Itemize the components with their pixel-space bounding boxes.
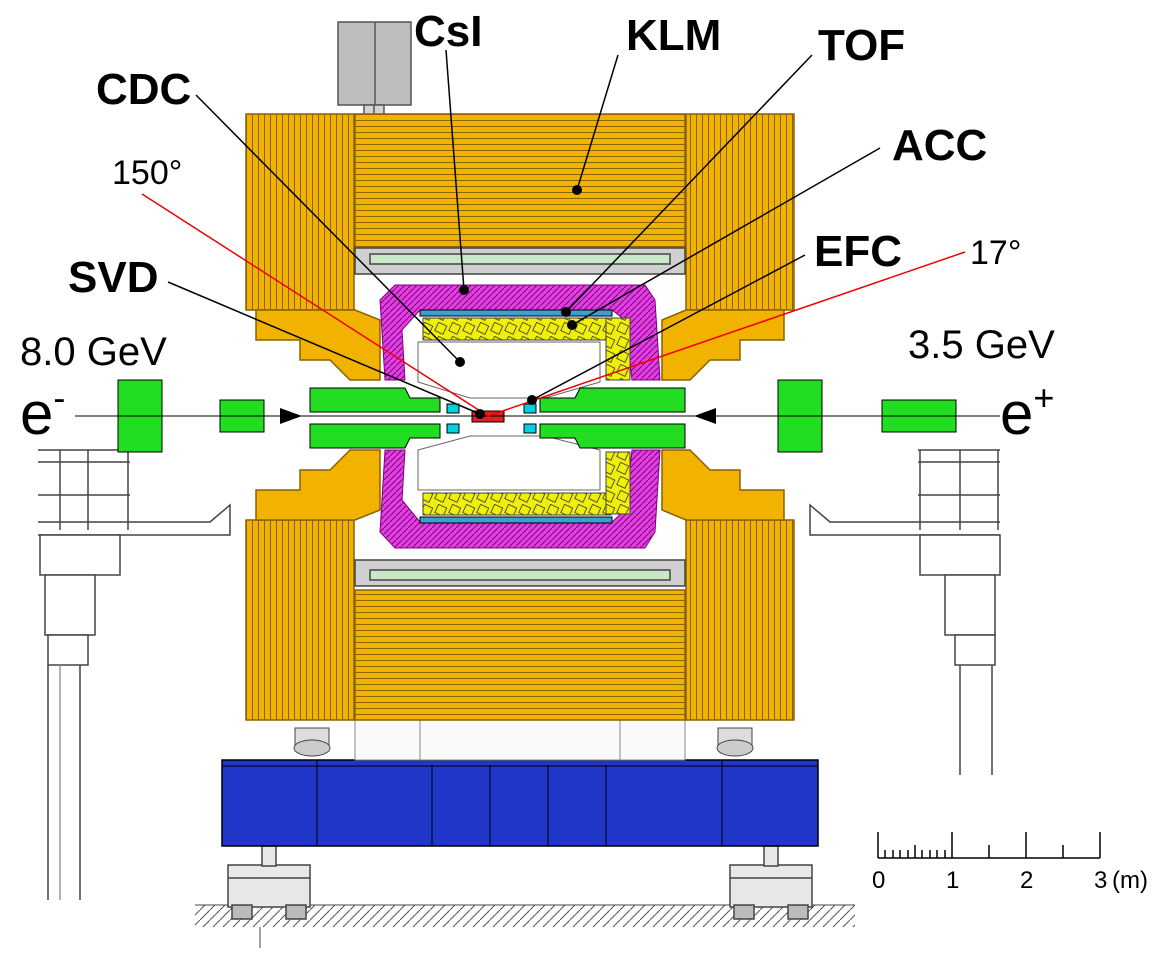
solenoid: [354, 247, 686, 587]
right-platform: [809, 449, 1001, 775]
label-beam-left-energy: 8.0 GeV: [20, 330, 167, 374]
acc-counters: [422, 317, 631, 516]
scale-bar: [877, 832, 1101, 859]
label-csi: CsI: [414, 7, 483, 56]
scale-unit: (m): [1112, 867, 1148, 894]
leader-dots: [455, 185, 582, 419]
lower-frame: [293, 719, 754, 761]
label-efc: EFC: [814, 227, 902, 276]
qcs-pieces: [446, 403, 537, 434]
label-positron: e+: [1000, 380, 1054, 444]
scale-tick-3: 3: [1094, 867, 1108, 894]
label-angle-17: 17°: [970, 234, 1022, 272]
label-tof: TOF: [818, 21, 906, 70]
scale-tick-0: 0: [872, 867, 886, 894]
label-klm: KLM: [626, 11, 722, 60]
leader-lines: [167, 49, 881, 415]
scale-tick-2: 2: [1020, 867, 1034, 894]
label-svd: SVD: [68, 253, 159, 302]
label-acc: ACC: [892, 121, 988, 170]
label-electron: e-: [20, 380, 65, 444]
positron-charge: +: [1033, 377, 1055, 419]
electron-base: e: [20, 380, 54, 447]
support-base: [221, 759, 819, 847]
label-beam-right-energy: 3.5 GeV: [908, 323, 1055, 367]
support-feet: [227, 845, 813, 920]
label-cdc: CDC: [96, 65, 192, 114]
beam-axis: [75, 408, 1000, 424]
angle-lines: [141, 193, 966, 417]
klm-yoke: [245, 113, 795, 721]
tof-counters: [419, 309, 613, 524]
label-angle-150: 150°: [112, 154, 183, 192]
left-platform: [38, 449, 231, 900]
positron-base: e: [1000, 380, 1034, 447]
electron-charge: -: [53, 377, 66, 419]
scale-tick-1: 1: [946, 867, 960, 894]
